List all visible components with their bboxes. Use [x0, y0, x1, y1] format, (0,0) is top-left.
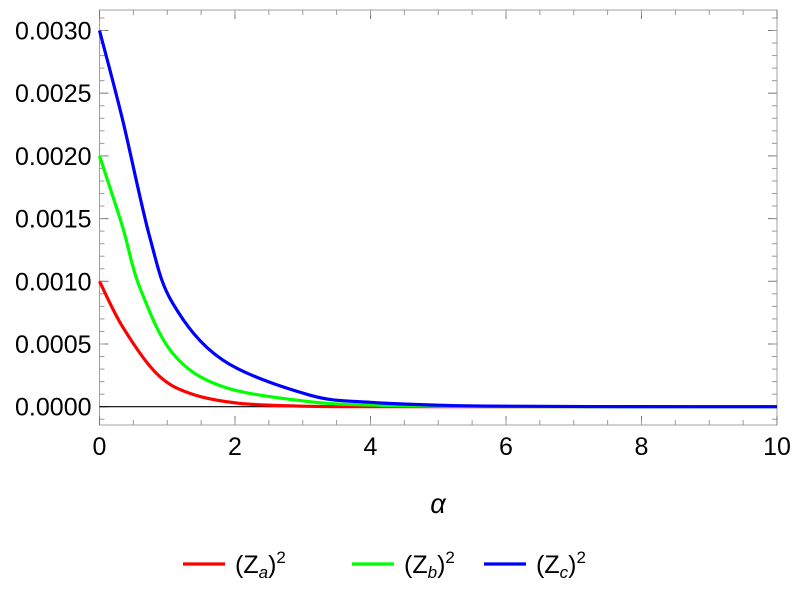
y-tick-label: 0.0010	[15, 268, 91, 296]
x-tick-label: 8	[635, 433, 649, 461]
y-tick-label: 0.0030	[15, 18, 91, 46]
x-tick-label: 2	[228, 433, 242, 461]
series-line-c	[97, 30, 778, 409]
x-tick-label: 10	[763, 433, 791, 461]
x-axis-label: α	[430, 489, 447, 519]
y-tick-label: 0.0000	[15, 394, 91, 422]
legend-item: (Zb)2	[352, 548, 455, 582]
y-tick-label: 0.0015	[15, 206, 91, 234]
legend-label: (Za)2	[235, 548, 286, 582]
plot-frame	[99, 9, 778, 426]
x-tick-label: 6	[499, 433, 513, 461]
legend-label: (Zc)2	[536, 548, 586, 582]
y-tick-label: 0.0020	[15, 143, 91, 171]
y-tick-label: 0.0005	[15, 331, 91, 359]
y-tick-label: 0.0025	[15, 80, 91, 108]
legend-item: (Za)2	[183, 548, 286, 582]
series-line-b	[97, 155, 778, 409]
series-line-a	[98, 280, 777, 409]
x-tick-label: 0	[93, 433, 107, 461]
x-tick-label: 4	[364, 433, 378, 461]
legend-item: (Zc)2	[484, 548, 586, 582]
legend-label: (Zb)2	[404, 548, 455, 582]
